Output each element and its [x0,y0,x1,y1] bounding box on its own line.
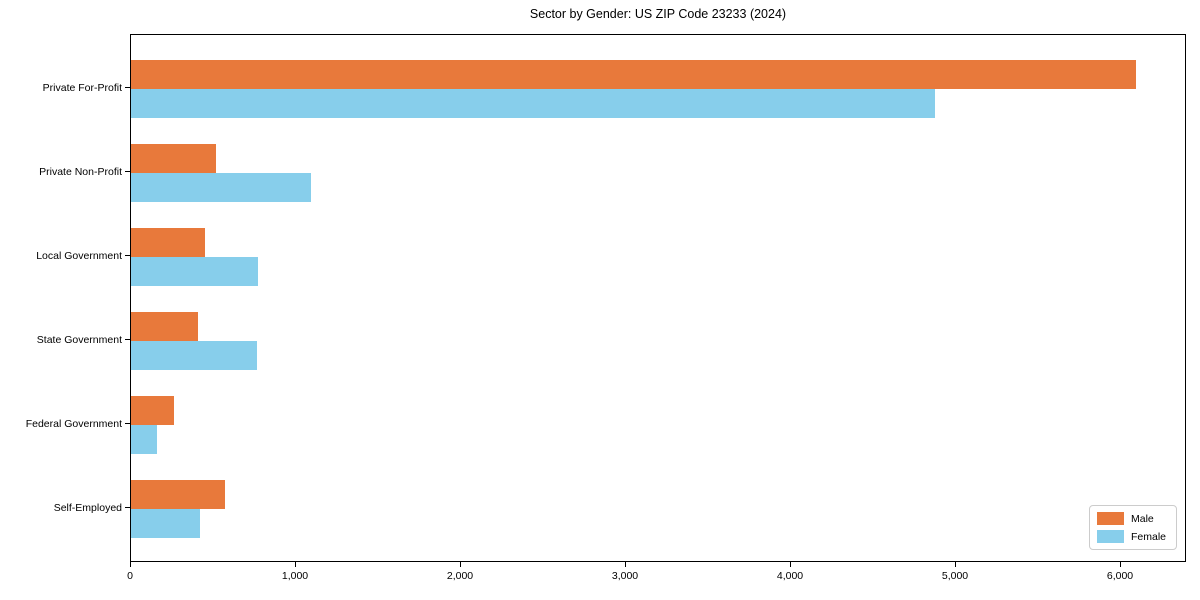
y-tick-label: Self-Employed [53,501,122,514]
bar-female-6 [131,508,201,538]
x-tick-mark [295,561,297,567]
x-tick-label: 4,000 [776,570,804,582]
legend-swatch-female [1097,530,1124,543]
bar-male-4 [131,311,198,341]
x-tick-label: 5,000 [941,570,969,582]
bar-male-2 [131,143,216,173]
chart-title: Sector by Gender: US ZIP Code 23233 (202… [529,7,787,21]
x-tick-label: 1,000 [281,570,309,582]
legend-label-male: Male [1131,512,1154,525]
x-tick-label: 0 [127,570,133,582]
x-tick-mark [130,561,132,567]
y-tick-mark [125,423,130,425]
x-tick-label: 6,000 [1106,570,1134,582]
x-tick-mark [625,561,627,567]
y-tick-label: Private For-Profit [42,81,122,94]
legend-item-male: Male [1097,512,1168,525]
bar-female-2 [131,172,311,202]
y-tick-label: State Government [36,333,122,346]
x-tick-label: 3,000 [611,570,639,582]
x-tick-mark [460,561,462,567]
legend-swatch-male [1097,512,1124,525]
plot-area [130,34,1186,562]
y-tick-mark [125,255,130,257]
bar-female-4 [131,340,258,370]
legend-label-female: Female [1131,530,1167,543]
y-tick-mark [125,507,130,509]
legend: Male Female [1089,505,1177,550]
bar-male-5 [131,395,174,425]
x-tick-mark [1120,561,1122,567]
legend-item-female: Female [1097,530,1168,543]
bar-female-3 [131,256,259,286]
bar-male-1 [131,59,1136,89]
bar-male-6 [131,479,226,509]
bar-female-1 [131,88,935,118]
bar-male-3 [131,227,206,257]
y-tick-label: Local Government [36,249,122,262]
y-tick-mark [125,171,130,173]
x-tick-mark [790,561,792,567]
x-tick-label: 2,000 [446,570,474,582]
y-tick-label: Private Non-Profit [39,165,122,178]
y-tick-mark [125,339,130,341]
bar-female-5 [131,424,158,454]
y-tick-mark [125,87,130,89]
y-tick-label: Federal Government [25,417,122,430]
x-tick-mark [955,561,957,567]
bars-layer [131,35,1185,561]
